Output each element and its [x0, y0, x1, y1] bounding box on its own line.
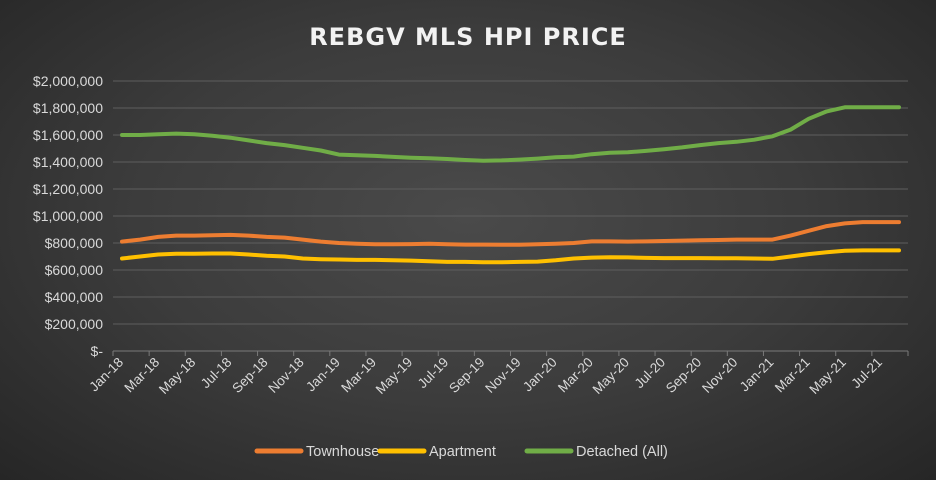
x-tick-label: Nov-19 — [482, 355, 523, 396]
x-tick-label: May-18 — [156, 355, 198, 397]
y-tick-label: $1,400,000 — [33, 154, 103, 170]
legend-label: Townhouse — [306, 444, 379, 460]
y-tick-label: $200,000 — [45, 316, 104, 332]
x-tick-label: Jan-18 — [86, 355, 126, 395]
x-tick-label: Jan-21 — [737, 355, 777, 395]
x-tick-label: May-19 — [373, 355, 415, 397]
x-tick-label: Mar-20 — [555, 355, 596, 396]
y-axis: $- $200,000 $400,000 $600,000 $800,000 $1,000… — [33, 73, 103, 359]
x-tick-label: Mar-21 — [772, 355, 813, 396]
y-tick-label: $400,000 — [45, 289, 104, 305]
chart-title: REBGV MLS HPI PRICE — [309, 23, 627, 51]
legend-label: Apartment — [429, 444, 496, 460]
x-tick-label: Jan-20 — [520, 355, 560, 395]
y-tick-label: $1,000,000 — [33, 208, 103, 224]
x-tick-label: Sep-19 — [446, 355, 487, 396]
gridlines — [113, 80, 908, 352]
x-tick-label: Nov-18 — [265, 355, 306, 396]
series-line-townhouse — [120, 220, 901, 247]
series-line-apartment — [120, 248, 901, 265]
x-tick-label: Sep-18 — [229, 355, 270, 396]
x-tick-label: May-21 — [806, 355, 848, 397]
y-tick-label: $1,800,000 — [33, 100, 103, 116]
y-tick-label: $1,200,000 — [33, 181, 103, 197]
x-tick-label: May-20 — [590, 355, 632, 397]
x-tick-label: Sep-20 — [663, 355, 704, 396]
x-tick-label: Nov-20 — [699, 355, 740, 396]
x-tick-label: Mar-19 — [338, 355, 379, 396]
y-tick-label: $600,000 — [45, 262, 104, 278]
legend-item: Townhouse — [254, 444, 379, 460]
y-tick-label: $1,600,000 — [33, 127, 103, 143]
legend: Townhouse Apartment Detached (All) — [254, 444, 668, 460]
y-tick-label: $800,000 — [45, 235, 104, 251]
series-lines — [120, 105, 901, 265]
legend-label: Detached (All) — [576, 444, 668, 460]
y-tick-label: $2,000,000 — [33, 73, 103, 89]
legend-item: Detached (All) — [524, 444, 668, 460]
x-tick-label: Jul-21 — [848, 355, 885, 392]
legend-item: Apartment — [377, 444, 496, 460]
y-tick-label: $- — [91, 343, 104, 359]
x-tick-label: Jan-19 — [303, 355, 343, 395]
series-line-detached-all — [120, 105, 901, 163]
x-tick-label: Mar-18 — [121, 355, 162, 396]
